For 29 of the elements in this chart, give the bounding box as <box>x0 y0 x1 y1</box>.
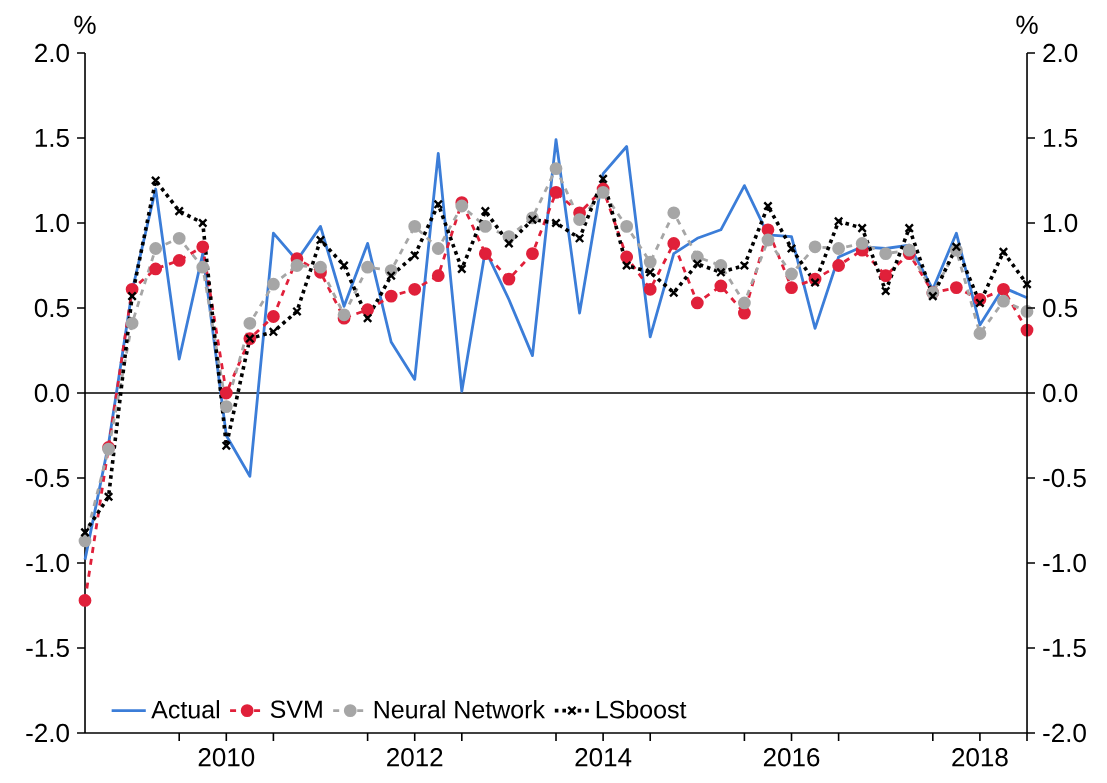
x-tick-label: 2016 <box>763 748 820 767</box>
x-tick-label: 2014 <box>575 748 632 767</box>
legend-label: Actual <box>151 700 220 719</box>
y2-axis-title: % <box>1016 15 1038 34</box>
y-tick-label: -1.5 <box>26 638 69 658</box>
y2-tick-label: -1.0 <box>1043 553 1086 573</box>
y2-tick-label: -1.5 <box>1043 638 1086 658</box>
y-tick-label: -2.0 <box>26 723 69 743</box>
x-tick-label: 2018 <box>952 748 1008 767</box>
y2-tick-label: -2.0 <box>1043 723 1086 743</box>
y2-tick-label: 2.0 <box>1043 43 1078 63</box>
y-tick-label: 0.5 <box>34 298 69 318</box>
y-axis-title: % <box>74 15 96 34</box>
y2-tick-label: 1.5 <box>1044 128 1078 148</box>
y-tick-label: 1.5 <box>35 128 69 148</box>
y-tick-label: 2.0 <box>35 43 69 63</box>
y2-tick-label: 1.0 <box>1044 213 1078 233</box>
y2-tick-label: -0.5 <box>1043 468 1086 488</box>
y2-tick-label: 0.5 <box>1043 298 1078 318</box>
y-tick-label: 1.0 <box>35 213 69 233</box>
legend-label: LSboost <box>596 700 687 719</box>
x-tick-label: 2010 <box>198 748 255 767</box>
y-tick-label: -1.0 <box>26 553 69 573</box>
x-tick-label: 2012 <box>387 748 443 767</box>
legend-label: Neural Network <box>374 700 546 719</box>
y2-tick-label: 0.0 <box>1043 383 1078 403</box>
legend-label: SVM <box>270 700 322 719</box>
y-tick-label: 0.0 <box>34 383 69 403</box>
y-tick-label: -0.5 <box>26 468 69 488</box>
